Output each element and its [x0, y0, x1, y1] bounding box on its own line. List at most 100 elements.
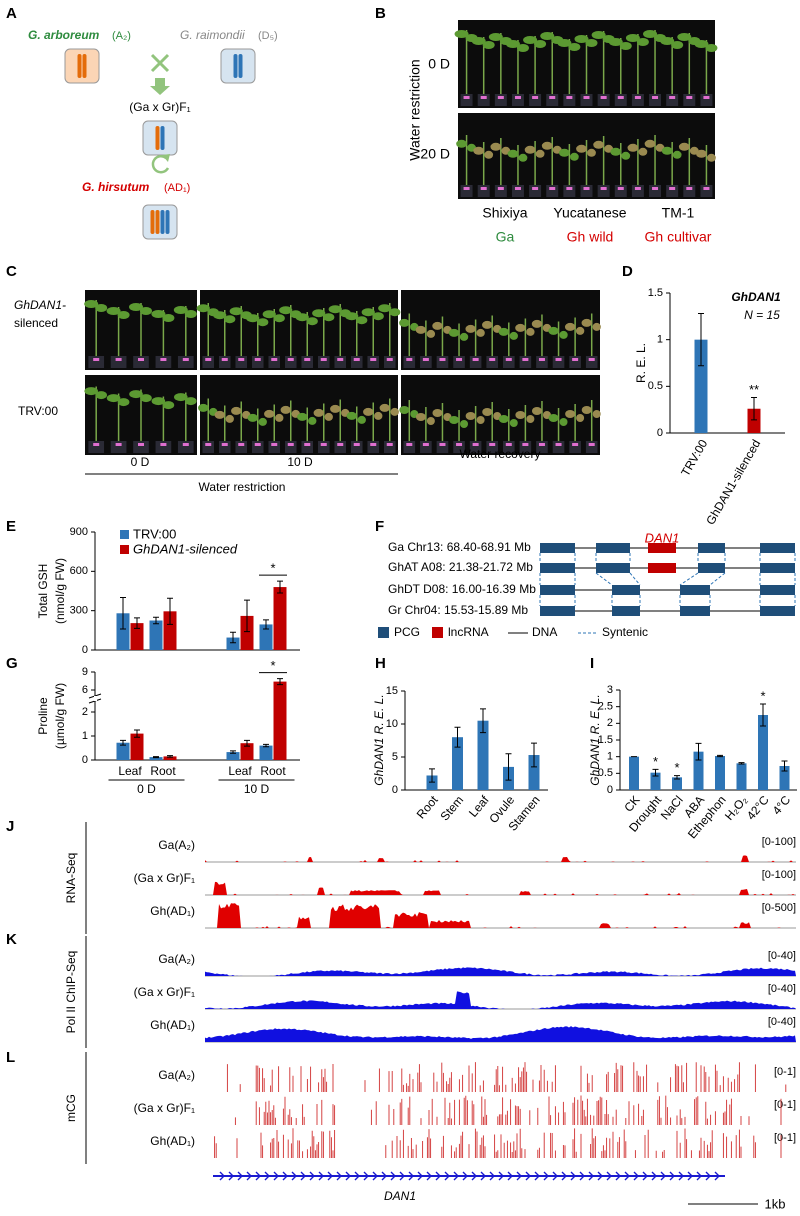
- y-axis-label: GhDAN1 R. E. L.: [372, 694, 386, 785]
- pcg: [540, 585, 575, 595]
- tag: [439, 443, 446, 446]
- legend-swatch: [120, 530, 129, 539]
- pot: [631, 185, 644, 197]
- leaf: [275, 413, 284, 422]
- leaf: [557, 39, 572, 47]
- panel-label: K: [6, 931, 17, 948]
- x-tick-label: Root: [414, 792, 441, 821]
- bar: [226, 752, 240, 760]
- pot: [460, 94, 473, 106]
- x-tick-label: Root: [150, 764, 176, 778]
- pcg: [680, 606, 710, 616]
- range-label: [0-100]: [762, 869, 796, 881]
- y-tick-label: 0: [82, 754, 88, 766]
- tag: [634, 96, 641, 99]
- y-tick-label: 5: [392, 751, 398, 763]
- pot: [563, 185, 576, 197]
- y-tick-label: 0: [607, 784, 613, 796]
- leaf: [361, 308, 375, 317]
- tag: [514, 187, 521, 190]
- pot: [110, 441, 127, 453]
- leaf: [246, 314, 260, 323]
- leaf: [106, 307, 121, 315]
- range-label: [0-1]: [774, 1066, 796, 1078]
- leaf: [526, 415, 535, 423]
- y-tick-label: 6: [82, 684, 88, 696]
- leaf: [460, 420, 469, 428]
- pcg: [540, 606, 575, 616]
- leaf: [229, 307, 243, 316]
- leaf: [476, 328, 485, 337]
- tag: [505, 443, 512, 446]
- leaf: [534, 40, 547, 48]
- leaf: [363, 407, 374, 416]
- tag: [572, 358, 579, 361]
- syntenic: [679, 595, 711, 606]
- scale-label: 1kb: [765, 1196, 786, 1211]
- error-bar: [230, 750, 236, 754]
- panel-label: A: [6, 5, 17, 22]
- pot: [477, 185, 490, 197]
- cycle-head: [162, 154, 170, 162]
- leaf: [415, 325, 427, 334]
- y-tick-label: 0: [392, 784, 398, 796]
- chromosome: [233, 54, 238, 78]
- leaf: [129, 303, 143, 311]
- bar: [240, 743, 254, 760]
- pot: [683, 94, 696, 106]
- leaf: [569, 152, 579, 161]
- pot: [486, 441, 499, 453]
- pot: [700, 94, 713, 106]
- tag: [205, 358, 212, 361]
- pcg: [540, 543, 575, 553]
- leaf: [379, 403, 390, 412]
- leaf: [621, 151, 631, 160]
- gene-label: DAN1: [384, 1189, 416, 1203]
- pot: [614, 94, 627, 106]
- tag: [600, 96, 607, 99]
- tag: [254, 443, 261, 446]
- error-bar: [134, 729, 140, 738]
- tag: [353, 358, 360, 361]
- bar: [650, 772, 661, 790]
- photo: [200, 290, 398, 370]
- leaf: [247, 413, 258, 422]
- pot: [420, 441, 432, 453]
- leaf: [678, 142, 690, 151]
- bar: [715, 756, 725, 790]
- y-tick-label: 1.5: [598, 734, 613, 746]
- pot: [614, 185, 627, 197]
- y-axis-label: (nmol/g FW): [53, 558, 67, 624]
- break-gap: [94, 696, 97, 701]
- leaf: [465, 412, 476, 420]
- pot: [649, 185, 662, 197]
- tag: [480, 187, 487, 190]
- label: N = 15: [744, 308, 780, 322]
- leaf: [273, 314, 285, 323]
- pot: [251, 356, 264, 368]
- leaf: [313, 408, 324, 417]
- label: Water recovery: [460, 447, 541, 461]
- leaf: [608, 38, 623, 46]
- bar: [629, 756, 639, 790]
- panel-label: B: [375, 5, 386, 22]
- legend-label: PCG: [394, 625, 420, 639]
- tag: [238, 358, 245, 361]
- pot: [569, 356, 581, 368]
- leaf: [306, 317, 318, 326]
- label: (AD₁): [164, 182, 190, 194]
- leaf: [482, 41, 495, 49]
- tag: [489, 443, 496, 446]
- pot: [666, 94, 679, 106]
- leaf: [540, 32, 555, 40]
- bar: [116, 742, 130, 760]
- tag: [463, 96, 470, 99]
- pcg: [698, 543, 725, 553]
- significance: *: [270, 658, 275, 673]
- panel-label: L: [6, 1049, 15, 1066]
- signal-track: [205, 903, 796, 928]
- bar: [163, 611, 177, 650]
- leaf: [84, 387, 98, 396]
- pot: [301, 441, 314, 453]
- leaf: [198, 403, 209, 412]
